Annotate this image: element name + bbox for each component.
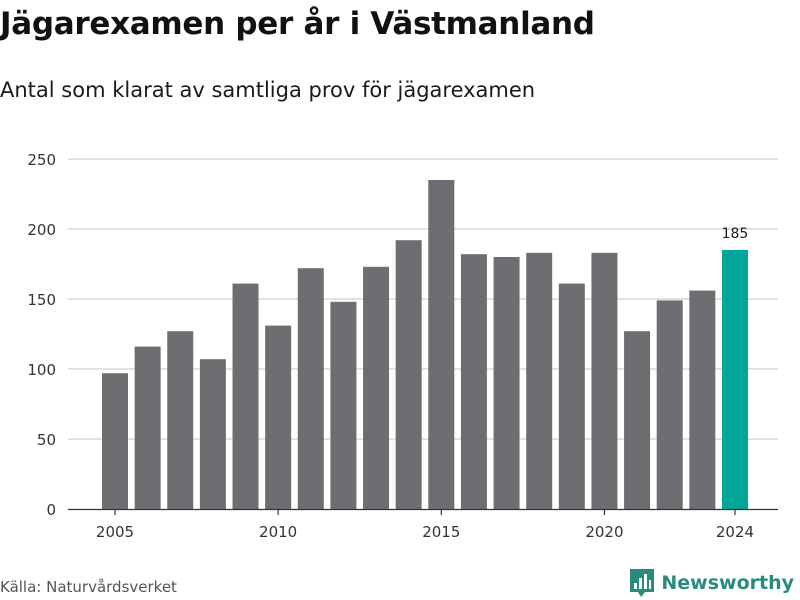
bar-chart: 0 50 100 150 200 250 2005 2010 2015 2020 2024 185: [27, 151, 778, 541]
bar-2008: [199, 359, 226, 509]
y-tick-label: 150: [27, 291, 56, 309]
bar-2015: [428, 180, 455, 509]
bar-2007: [167, 331, 194, 509]
y-tick-label: 250: [27, 151, 56, 169]
bar-2017: [493, 257, 520, 509]
bar-2011: [297, 268, 324, 509]
x-tick-label: 2010: [259, 523, 297, 541]
bar-2014: [395, 240, 422, 509]
bar-2013: [363, 266, 390, 509]
bar-2022: [656, 300, 683, 509]
bar-2012: [330, 301, 357, 509]
newsworthy-logo-icon: [630, 569, 655, 597]
data-label-2024: 185: [722, 226, 749, 242]
bar-2021: [624, 331, 651, 509]
chart-subtitle: Antal som klarat av samtliga prov för jä…: [0, 78, 536, 102]
bar-2023: [689, 290, 716, 509]
source-note: Källa: Naturvårdsverket: [0, 578, 177, 596]
x-tick-label: 2024: [716, 523, 754, 541]
bar-2020: [591, 252, 618, 510]
bar-2005: [102, 373, 128, 509]
x-tick-label: 2015: [422, 523, 460, 541]
chart-title: Jägarexamen per år i Västmanland: [0, 6, 595, 42]
y-tick-label: 0: [46, 501, 56, 519]
bars: [102, 180, 748, 510]
bar-2024: [721, 250, 748, 509]
bar-2016: [460, 254, 487, 509]
brand-name: Newsworthy: [661, 572, 794, 594]
y-tick-label: 50: [37, 431, 56, 449]
bar-2019: [558, 283, 585, 509]
bar-2006: [134, 346, 161, 509]
y-tick-label: 100: [27, 361, 56, 379]
brand-logo: Newsworthy: [629, 568, 794, 598]
axis-labels: 0 50 100 150 200 250 2005 2010 2015 2020 2024 185: [27, 151, 778, 541]
x-tick-label: 2020: [585, 523, 623, 541]
x-tick-label: 2005: [96, 523, 134, 541]
bar-2010: [265, 325, 292, 509]
bar-2009: [232, 283, 259, 509]
y-tick-label: 200: [27, 221, 56, 239]
bar-2018: [526, 252, 553, 510]
